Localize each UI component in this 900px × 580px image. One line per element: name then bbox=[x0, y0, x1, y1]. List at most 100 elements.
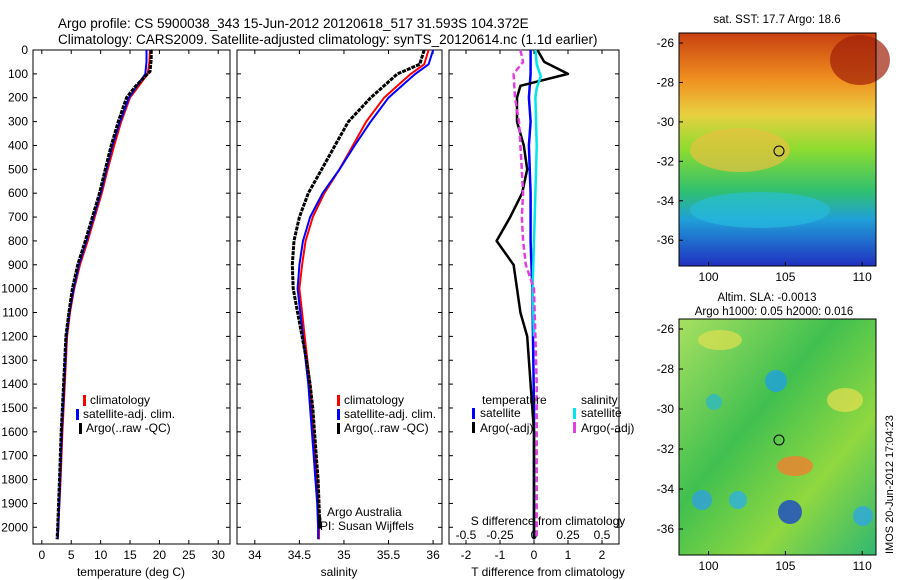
sla-eddy bbox=[729, 491, 747, 509]
map-lat-tick-label: -36 bbox=[657, 522, 675, 536]
depth-tick-label: 200 bbox=[8, 91, 28, 105]
map-lon-tick-label: 105 bbox=[775, 559, 795, 573]
legend-label: satellite-adj. clim. bbox=[83, 407, 175, 421]
legend-label: climatology bbox=[344, 393, 404, 407]
temperature-legend: climatology satellite-adj. clim. Argo(..… bbox=[76, 393, 175, 435]
difference-legend: temperature salinity satellite satellite… bbox=[472, 393, 634, 435]
map-lat-tick-label: -26 bbox=[657, 322, 675, 336]
legend-label: Argo(-adj) bbox=[581, 421, 634, 435]
legend-swatch-climatology bbox=[337, 395, 340, 406]
salinity-xlabel: salinity bbox=[321, 565, 358, 579]
sst-map-title: sat. SST: 17.7 Argo: 18.6 bbox=[713, 14, 840, 26]
map-lat-tick-label: -34 bbox=[657, 194, 675, 208]
series-line bbox=[296, 49, 435, 540]
sla-map-ticks: 100 105 110 -26 -28 -30 -32 -34 -36 bbox=[657, 322, 872, 573]
x-tick-label: 0 bbox=[38, 548, 45, 562]
sst-warm-tongue bbox=[690, 128, 790, 172]
depth-tick-label: 500 bbox=[8, 162, 28, 176]
legend-label: Argo(-adj) bbox=[480, 421, 533, 435]
sla-map-title1: Altim. SLA: -0.0013 bbox=[717, 292, 816, 304]
temperature-xlabel: temperature (deg C) bbox=[77, 565, 185, 579]
sst-map-ticks: 100 105 110 -26 -28 -30 -32 -34 -36 bbox=[657, 36, 872, 284]
x-tick-label: 34 bbox=[248, 548, 262, 562]
s-difference-xlabel: S difference from climatology bbox=[471, 514, 626, 528]
map-lat-tick-label: -28 bbox=[657, 75, 675, 89]
map-lon-tick-label: 110 bbox=[853, 559, 872, 573]
figure-title-line2: Climatology: CARS2009. Satellite-adjuste… bbox=[58, 32, 598, 47]
axes-ticks-layer: 0100200300400500600700800900100011001200… bbox=[1, 43, 619, 562]
depth-tick-label: 100 bbox=[8, 67, 28, 81]
sla-eddy bbox=[778, 500, 802, 524]
s-difference-tick-label: -0.5 bbox=[456, 528, 477, 542]
legend-label: satellite bbox=[581, 406, 622, 420]
salinity-panel-frame bbox=[236, 49, 443, 545]
legend-heading-temperature: temperature bbox=[482, 393, 547, 407]
legend-label: Argo(..raw -QC) bbox=[86, 421, 171, 435]
legend-swatch-satellite-adj bbox=[337, 409, 340, 420]
depth-tick-label: 1800 bbox=[1, 473, 28, 487]
sla-eddy bbox=[765, 370, 787, 392]
x-tick-label: 5 bbox=[68, 548, 75, 562]
depth-tick-label: 1900 bbox=[1, 496, 28, 510]
depth-tick-label: 300 bbox=[8, 115, 28, 129]
depth-tick-label: 600 bbox=[8, 186, 28, 200]
sla-high bbox=[777, 456, 813, 476]
legend-swatch-s-argo bbox=[573, 422, 576, 433]
imos-timestamp: IMOS 20-Jun-2012 17:04:23 bbox=[884, 415, 896, 554]
x-tick-label: 2 bbox=[599, 548, 606, 562]
s-difference-tick-label: 0.25 bbox=[556, 528, 580, 542]
series-line bbox=[512, 49, 538, 540]
legend-swatch-t-satellite bbox=[472, 408, 475, 419]
credit-pi: PI: Susan Wijffels bbox=[320, 519, 414, 533]
series-line bbox=[495, 49, 570, 540]
t-difference-xlabel: T difference from climatology bbox=[471, 565, 625, 579]
depth-tick-label: 400 bbox=[8, 138, 28, 152]
depth-tick-label: 1300 bbox=[1, 353, 28, 367]
series-line bbox=[527, 50, 536, 540]
x-tick-label: -2 bbox=[461, 548, 472, 562]
credit-org: Argo Australia bbox=[327, 505, 402, 519]
map-lon-tick-label: 105 bbox=[775, 270, 795, 284]
series-line bbox=[298, 49, 430, 540]
legend-swatch-satellite-adj bbox=[76, 409, 79, 420]
series-line bbox=[531, 49, 543, 337]
argo-float-marker bbox=[773, 145, 785, 157]
s-difference-tick-label: -0.25 bbox=[486, 528, 514, 542]
legend-swatch-s-satellite bbox=[573, 408, 576, 419]
sla-field bbox=[679, 319, 876, 555]
depth-tick-label: 2000 bbox=[1, 520, 28, 534]
legend-label: climatology bbox=[90, 393, 150, 407]
x-tick-label: 36 bbox=[426, 548, 440, 562]
series-line bbox=[290, 49, 426, 529]
map-lat-tick-label: -28 bbox=[657, 362, 675, 376]
x-tick-label: 35.5 bbox=[377, 548, 401, 562]
x-tick-label: 25 bbox=[182, 548, 196, 562]
map-lon-tick-label: 100 bbox=[699, 270, 719, 284]
x-tick-label: 1 bbox=[565, 548, 572, 562]
sla-map bbox=[678, 318, 877, 556]
sla-high bbox=[698, 330, 742, 350]
legend-label: satellite bbox=[480, 406, 521, 420]
sla-eddy bbox=[692, 490, 712, 510]
depth-tick-label: 1400 bbox=[1, 377, 28, 391]
map-lat-tick-label: -32 bbox=[657, 442, 675, 456]
depth-tick-label: 0 bbox=[21, 43, 28, 57]
x-tick-label: 10 bbox=[94, 548, 108, 562]
x-tick-label: 34.5 bbox=[288, 548, 312, 562]
legend-label: satellite-adj. clim. bbox=[344, 407, 436, 421]
figure-title-line1: Argo profile: CS 5900038_343 15-Jun-2012… bbox=[58, 16, 529, 31]
x-tick-label: 15 bbox=[123, 548, 137, 562]
argo-float-marker bbox=[773, 434, 785, 446]
legend-swatch-argo bbox=[79, 423, 82, 434]
sla-map-frame bbox=[678, 318, 877, 556]
series-line bbox=[55, 50, 153, 540]
sla-eddy bbox=[706, 394, 722, 410]
x-tick-label: -1 bbox=[495, 548, 506, 562]
depth-tick-label: 1100 bbox=[2, 306, 28, 320]
map-lat-tick-label: -30 bbox=[657, 115, 675, 129]
depth-tick-label: 1200 bbox=[1, 329, 28, 343]
depth-tick-label: 700 bbox=[8, 210, 28, 224]
sst-map-frame bbox=[678, 32, 877, 267]
sla-high bbox=[827, 388, 863, 412]
